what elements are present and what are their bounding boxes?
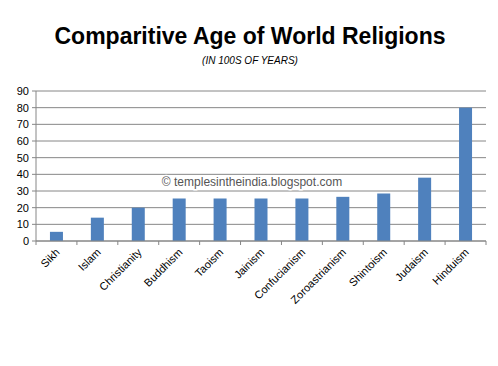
y-tick-label: 90 — [17, 85, 29, 97]
title: Comparitive Age of World Religions — [54, 23, 445, 49]
y-tick-label: 70 — [17, 118, 29, 130]
bar — [336, 197, 349, 241]
y-tick — [32, 124, 36, 125]
x-tick-label: Judaism — [393, 246, 430, 283]
x-axis — [36, 241, 486, 242]
y-tick-label: 50 — [17, 152, 29, 164]
x-tick-label: Shintoism — [347, 246, 390, 289]
x-tick — [486, 241, 487, 245]
x-tick-label: Zoroastrianism — [288, 246, 348, 306]
bar — [173, 199, 186, 242]
bar — [91, 218, 104, 241]
annotation: © templesintheindia.blogspot.com — [162, 175, 342, 189]
grid-line — [36, 141, 486, 142]
y-tick — [32, 157, 36, 158]
y-tick — [32, 241, 36, 242]
x-tick — [363, 241, 364, 245]
subtitle: (IN 100S OF YEARS) — [202, 55, 298, 66]
bar — [418, 178, 431, 241]
grid-line — [36, 157, 486, 158]
bar — [255, 199, 268, 242]
x-tick-label: Sikh — [38, 246, 62, 270]
bar — [214, 199, 227, 242]
y-tick — [32, 107, 36, 108]
grid-line — [36, 107, 486, 108]
bar — [459, 108, 472, 241]
bar — [50, 232, 63, 241]
x-tick-label: Jainism — [232, 246, 267, 281]
x-tick — [76, 241, 77, 245]
bar — [377, 194, 390, 242]
x-tick — [240, 241, 241, 245]
y-tick — [32, 141, 36, 142]
x-tick — [445, 241, 446, 245]
y-tick-label: 60 — [17, 135, 29, 147]
x-tick — [281, 241, 282, 245]
y-tick — [32, 207, 36, 208]
y-tick — [32, 191, 36, 192]
y-tick-label: 10 — [17, 218, 29, 230]
chart: Comparitive Age of World Religions (IN 10… — [0, 0, 498, 366]
y-tick-label: 0 — [23, 235, 29, 247]
y-tick-label: 80 — [17, 102, 29, 114]
y-tick-label: 40 — [17, 168, 29, 180]
bar — [132, 208, 145, 241]
x-tick — [322, 241, 323, 245]
x-tick-label: Christianity — [97, 246, 144, 293]
x-tick — [117, 241, 118, 245]
grid-line — [36, 91, 486, 92]
y-axis — [36, 91, 37, 241]
y-tick-label: 20 — [17, 202, 29, 214]
x-tick — [404, 241, 405, 245]
x-tick-label: Islam — [76, 246, 103, 273]
x-tick-label: Buddhism — [142, 246, 185, 289]
grid-line — [36, 124, 486, 125]
y-tick-label: 30 — [17, 185, 29, 197]
y-tick — [32, 91, 36, 92]
x-tick — [199, 241, 200, 245]
y-tick — [32, 224, 36, 225]
y-tick — [32, 174, 36, 175]
x-tick-label: Taoism — [192, 246, 225, 279]
x-tick-label: Hinduism — [430, 246, 471, 287]
bar — [295, 199, 308, 242]
bars — [50, 108, 472, 241]
x-tick — [158, 241, 159, 245]
grid — [36, 91, 486, 241]
grid-line — [36, 241, 486, 242]
x-tick — [36, 241, 37, 245]
